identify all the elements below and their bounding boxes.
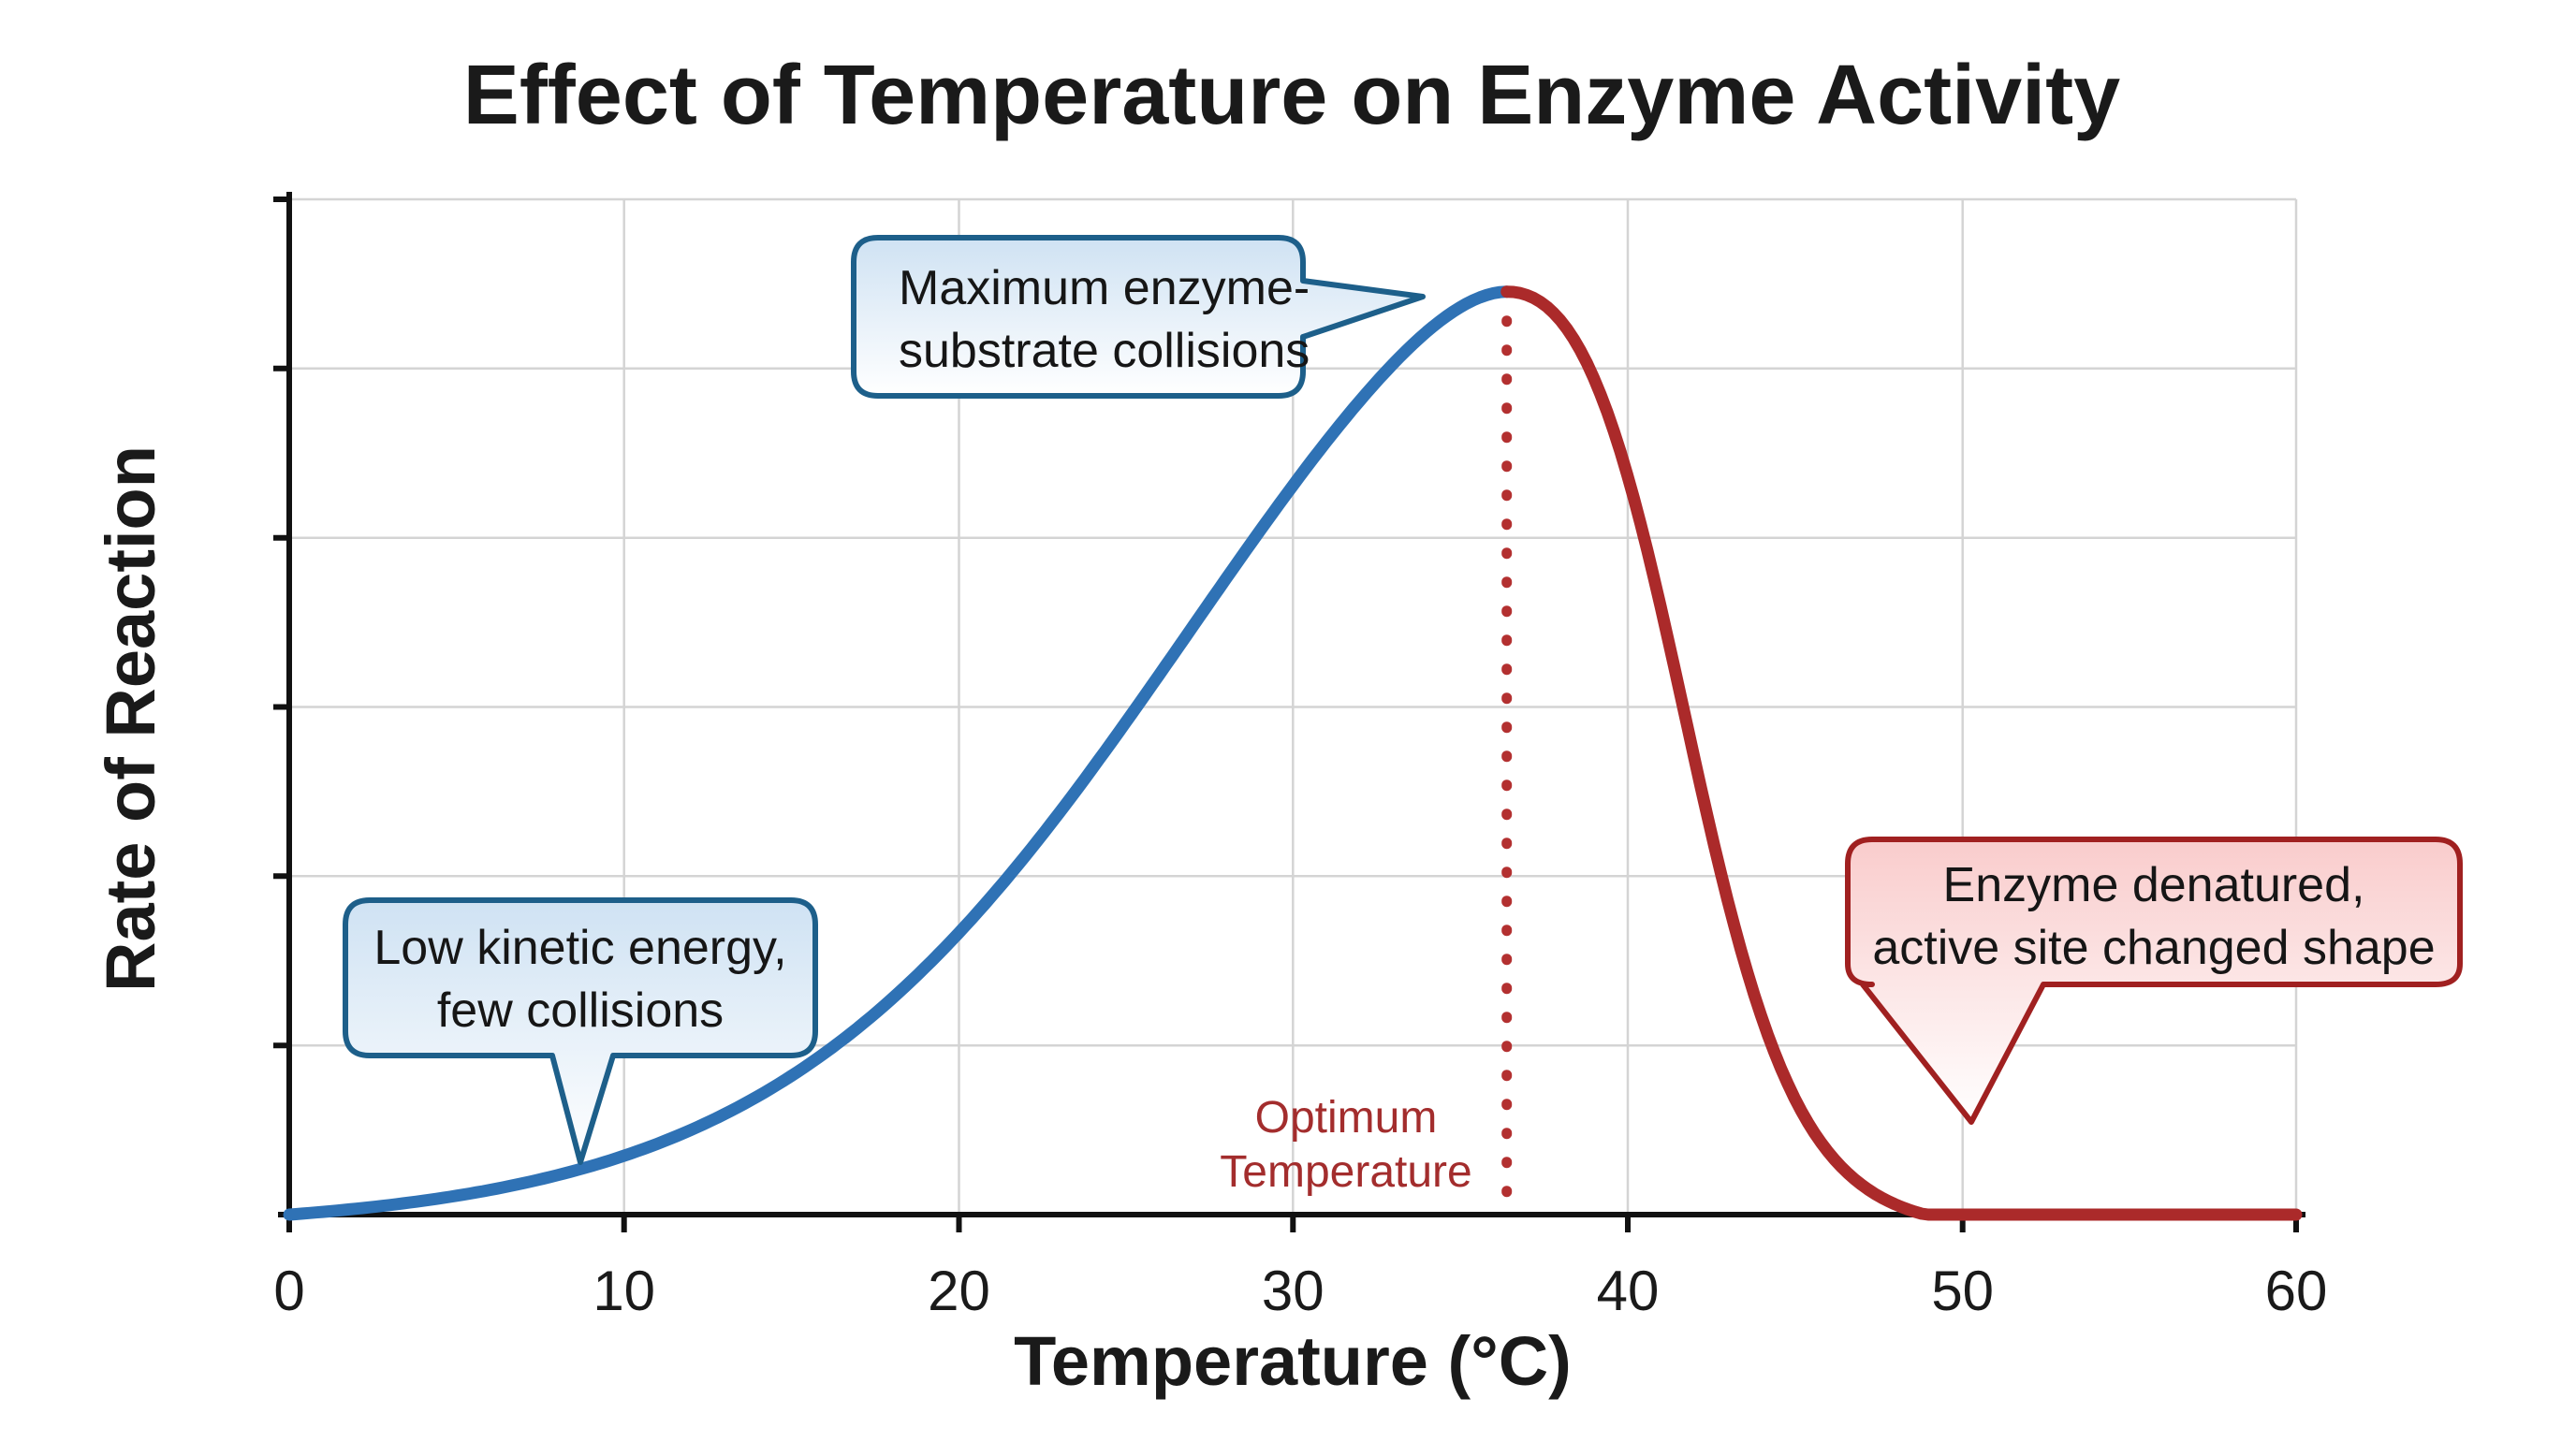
svg-text:60: 60 xyxy=(2265,1260,2328,1322)
svg-text:10: 10 xyxy=(593,1260,655,1322)
svg-text:substrate collisions: substrate collisions xyxy=(899,324,1310,378)
svg-text:Temperature: Temperature xyxy=(1220,1147,1471,1197)
svg-text:Temperature (°C): Temperature (°C) xyxy=(1014,1322,1572,1400)
svg-text:few collisions: few collisions xyxy=(437,983,724,1038)
svg-text:Effect of Temperature on Enzym: Effect of Temperature on Enzyme Activity xyxy=(463,49,2120,142)
svg-text:0: 0 xyxy=(273,1260,304,1322)
svg-text:Rate of Reaction: Rate of Reaction xyxy=(92,445,169,992)
svg-text:30: 30 xyxy=(1262,1260,1325,1322)
svg-text:20: 20 xyxy=(928,1260,990,1322)
svg-text:Optimum: Optimum xyxy=(1255,1093,1438,1143)
svg-text:Maximum enzyme-: Maximum enzyme- xyxy=(899,261,1310,315)
svg-text:40: 40 xyxy=(1597,1260,1660,1322)
svg-text:Enzyme denatured,: Enzyme denatured, xyxy=(1943,858,2365,912)
svg-text:Low kinetic energy,: Low kinetic energy, xyxy=(373,921,786,975)
svg-text:50: 50 xyxy=(1931,1260,1994,1322)
svg-text:active site changed shape: active site changed shape xyxy=(1872,921,2435,975)
